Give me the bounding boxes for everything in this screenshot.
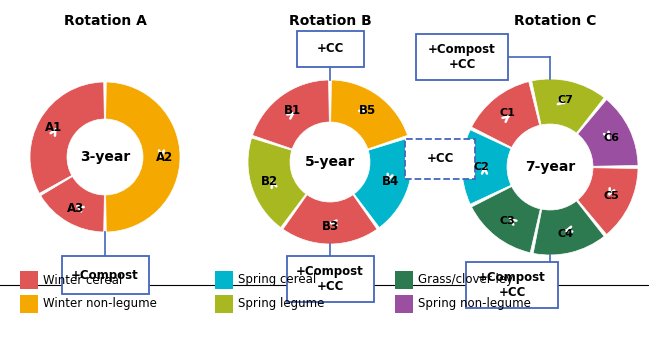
Text: Rotation A: Rotation A [64,14,147,28]
Bar [215,271,233,289]
Text: Winter non-legume: Winter non-legume [43,297,157,311]
Bar [20,271,38,289]
FancyBboxPatch shape [405,139,475,179]
Wedge shape [354,138,412,227]
Text: B4: B4 [382,175,400,188]
Text: 7-year: 7-year [525,160,575,174]
Wedge shape [248,138,306,227]
Text: Rotation C: Rotation C [514,14,596,28]
Wedge shape [331,80,408,149]
Text: Rotation B: Rotation B [289,14,371,28]
Text: +CC: +CC [316,42,344,55]
FancyBboxPatch shape [297,31,363,67]
Wedge shape [252,80,329,149]
FancyBboxPatch shape [286,256,374,302]
Wedge shape [578,168,638,235]
Text: +Compost: +Compost [71,268,139,282]
Text: +Compost
+CC: +Compost +CC [478,271,546,300]
Wedge shape [532,79,604,133]
Text: Grass/clover ley: Grass/clover ley [418,273,513,287]
Text: Spring legume: Spring legume [238,297,324,311]
Text: Spring non-legume: Spring non-legume [418,297,531,311]
Text: 3-year: 3-year [80,150,130,164]
Text: C6: C6 [604,132,620,142]
Bar [395,271,413,289]
Text: C4: C4 [558,228,574,238]
Bar [395,295,413,313]
Wedge shape [533,201,604,255]
Text: C2: C2 [474,162,489,172]
Text: +Compost
+CC: +Compost +CC [296,265,364,293]
FancyBboxPatch shape [416,34,508,80]
Text: B2: B2 [260,175,278,188]
Wedge shape [106,82,180,232]
Bar [215,295,233,313]
Wedge shape [472,186,541,253]
Text: +CC: +CC [426,152,454,166]
Wedge shape [462,130,511,204]
Wedge shape [472,82,539,147]
Text: A1: A1 [45,121,62,134]
Text: +Compost
+CC: +Compost +CC [428,42,496,71]
Text: B1: B1 [284,104,301,117]
Text: C7: C7 [557,95,573,105]
Text: C3: C3 [500,216,516,226]
Text: Spring cereal: Spring cereal [238,273,316,287]
Text: B5: B5 [359,104,376,117]
FancyBboxPatch shape [62,256,149,294]
Wedge shape [578,100,638,166]
Text: Winter cereal: Winter cereal [43,273,122,287]
Wedge shape [41,177,104,232]
Text: 5-year: 5-year [305,155,355,169]
Wedge shape [283,195,377,244]
Text: A2: A2 [156,151,173,164]
Text: C5: C5 [604,191,620,201]
Bar [20,295,38,313]
Wedge shape [30,82,104,193]
Text: B3: B3 [321,220,339,232]
FancyBboxPatch shape [466,262,558,308]
Text: C1: C1 [500,109,515,119]
Text: A3: A3 [67,202,84,215]
